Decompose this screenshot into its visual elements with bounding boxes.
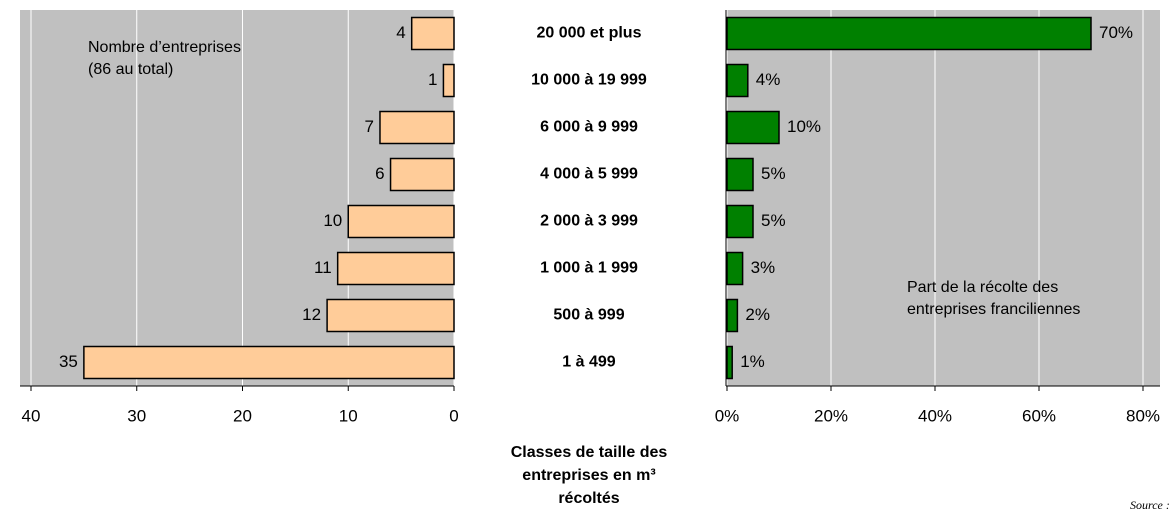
axis-label: récoltés [558, 490, 619, 507]
annotation: entreprises franciliennes [907, 301, 1080, 318]
data-label: 2% [745, 305, 770, 324]
category-label: 1 000 à 1 999 [540, 260, 638, 277]
data-label: 10 [323, 211, 342, 230]
axis-label: Classes de taille des [511, 444, 668, 461]
data-label: 11 [314, 258, 332, 277]
annotation: Part de la récolte des [907, 279, 1058, 296]
bar [326, 298, 455, 333]
data-label: 70% [1099, 23, 1133, 42]
bar [726, 204, 754, 239]
bar [347, 204, 455, 239]
bar [726, 157, 754, 192]
x-tick-label: 0 [449, 406, 458, 425]
bar [389, 157, 455, 192]
x-tick-label: 60% [1022, 406, 1056, 425]
x-tick-label: 0% [715, 406, 740, 425]
axis-label: entreprises en m³ [522, 467, 655, 484]
annotation: Nombre d’entreprises [88, 39, 241, 56]
bar [726, 110, 780, 145]
category-label: 10 000 à 19 999 [531, 72, 647, 89]
grid [30, 10, 1144, 386]
x-tick-label: 30 [127, 406, 146, 425]
data-label: 4% [756, 70, 781, 89]
x-tick-label: 20 [233, 406, 252, 425]
data-label: 5% [761, 211, 786, 230]
category-label: 2 000 à 3 999 [540, 213, 638, 230]
data-label: 4 [396, 23, 405, 42]
bar [410, 16, 455, 51]
bar [726, 298, 739, 333]
data-label: 7 [365, 117, 374, 136]
data-label: 3% [751, 258, 776, 277]
x-tick-label: 40 [22, 406, 41, 425]
data-label: 10% [787, 117, 821, 136]
bar [726, 16, 1092, 51]
category-label: 4 000 à 5 999 [540, 166, 638, 183]
data-label: 1 [428, 70, 437, 89]
data-label: 12 [302, 305, 321, 324]
plot-area-right [726, 10, 1160, 386]
bar [379, 110, 455, 145]
x-tick-label: 80% [1126, 406, 1160, 425]
x-tick-label: 20% [814, 406, 848, 425]
category-label: 500 à 999 [553, 307, 624, 324]
category-label: 20 000 et plus [537, 25, 642, 42]
bar [726, 345, 733, 380]
category-label: 1 à 499 [562, 354, 615, 371]
bar [336, 251, 455, 286]
data-label: 1% [740, 352, 765, 371]
source: Source : [1130, 498, 1170, 512]
annotation: (86 au total) [88, 61, 173, 78]
bar [726, 251, 744, 286]
data-label: 5% [761, 164, 786, 183]
data-label: 35 [59, 352, 78, 371]
bar [83, 345, 455, 380]
bar [442, 63, 455, 98]
category-label: 6 000 à 9 999 [540, 119, 638, 136]
x-tick-label: 40% [918, 406, 952, 425]
bar [726, 63, 749, 98]
x-tick-label: 10 [339, 406, 358, 425]
data-label: 6 [375, 164, 384, 183]
